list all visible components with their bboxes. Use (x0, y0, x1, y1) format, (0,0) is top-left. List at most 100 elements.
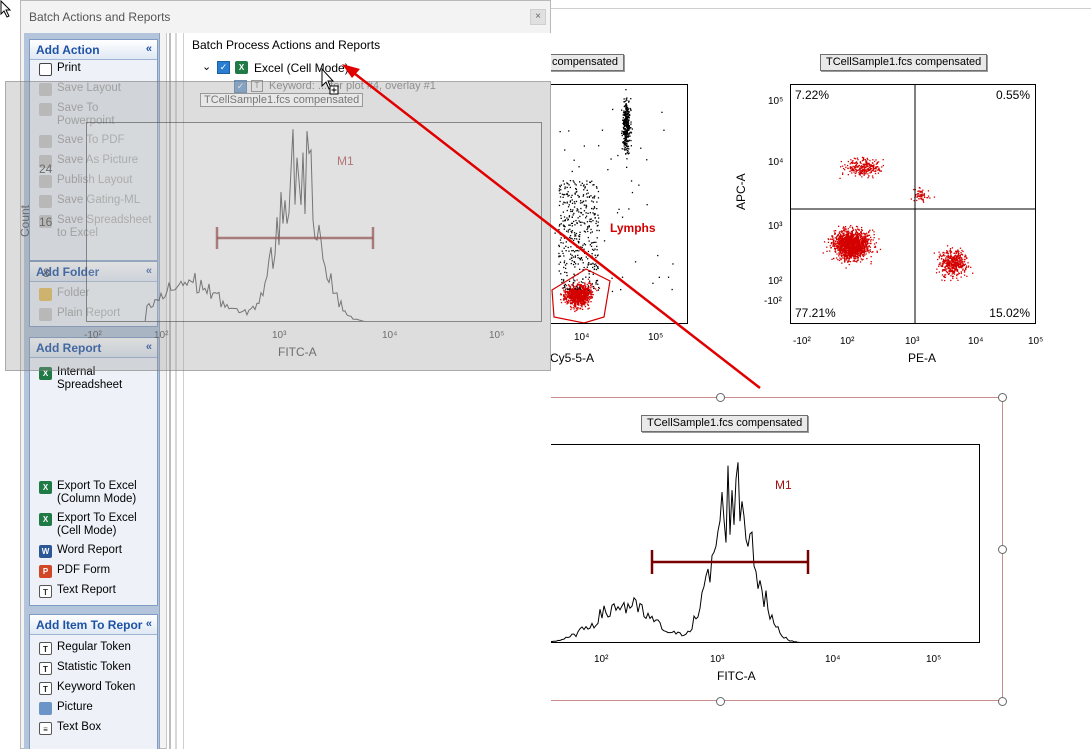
item-label: Print (57, 62, 81, 74)
collapse-chevron-icon[interactable]: « (145, 341, 152, 353)
export-excel-column-action[interactable]: X Export To Excel (Column Mode) (30, 478, 157, 510)
regular-token-action[interactable]: T Regular Token (30, 639, 157, 659)
checkbox-icon[interactable]: ✓ (217, 61, 230, 74)
plot-title-histogram[interactable]: TCellSample1.fcs compensated (641, 415, 809, 432)
save-as-picture-action[interactable]: Save As Picture (30, 152, 157, 172)
collapse-chevron-icon[interactable]: « (145, 265, 152, 277)
save-spreadsheet-action[interactable]: Save Spreadsheet to Excel (30, 212, 157, 244)
excel-icon (39, 215, 52, 228)
preview-x-tick: 10⁴ (382, 330, 398, 341)
item-label: Plain Report (57, 307, 121, 319)
workspace-divider (550, 8, 1091, 9)
quadrant-top-right-percent: 0.55% (995, 88, 1030, 102)
publish-layout-action[interactable]: Publish Layout (30, 172, 157, 192)
tree-border (183, 33, 184, 749)
quadrant-dot-plot-canvas (791, 85, 1035, 323)
item-label: Export To Excel (Cell Mode) (57, 512, 137, 537)
preview-y-tick: 16 (39, 215, 53, 229)
x-tick-label: 10³ (905, 336, 920, 347)
word-report-action[interactable]: W Word Report (30, 542, 157, 562)
x-axis-title: PE-A (908, 351, 937, 365)
x-tick-label: 10² (594, 654, 609, 665)
dialog-title: Batch Actions and Reports (29, 10, 171, 24)
text-box-action[interactable]: ≡ Text Box (30, 719, 157, 739)
item-label: Save Layout (57, 82, 121, 94)
resize-handle-bottom-right[interactable] (998, 697, 1007, 706)
add-folder-header[interactable]: Add Folder « (30, 262, 157, 282)
token-icon: T (39, 662, 52, 675)
preview-x-tick: 10⁵ (489, 330, 505, 341)
item-label: Export To Excel (Column Mode) (57, 480, 137, 505)
item-label: Keyword Token (57, 681, 136, 693)
x-axis-title: FITC-A (717, 669, 756, 683)
quadrant-bottom-left-percent: 77.21% (795, 306, 836, 320)
keyword-token-action[interactable]: T Keyword Token (30, 679, 157, 699)
lymphs-gate-label[interactable]: Lymphs (610, 221, 656, 235)
mouse-cursor-icon (321, 68, 339, 95)
item-label: Regular Token (57, 641, 131, 653)
preview-m1-label: M1 (337, 154, 354, 168)
tree-node-excel-cell-mode[interactable]: ⌄ ✓ X Excel (Cell Mode) (202, 60, 362, 77)
item-label: Statistic Token (57, 661, 131, 673)
arrow-cursor-icon (0, 0, 12, 18)
y-tick-label: 10³ (768, 221, 783, 232)
y-tick-label: 10² (768, 276, 783, 287)
add-item-header-label: Add Item To Repor (36, 618, 143, 632)
save-gating-ml-action[interactable]: Save Gating-ML (30, 192, 157, 212)
save-layout-action[interactable]: Save Layout (30, 80, 157, 100)
text-report-action[interactable]: T Text Report (30, 582, 157, 602)
collapse-chevron-icon[interactable]: « (145, 43, 152, 55)
resize-handle-right[interactable] (998, 545, 1007, 554)
folder-action[interactable]: Folder (30, 285, 157, 305)
x-tick-label: 10⁵ (648, 332, 664, 343)
lymphs-dot-plot[interactable]: Lymphs (548, 84, 688, 324)
quadrant-dot-plot[interactable]: 7.22% 0.55% 77.21% 15.02% (790, 84, 1036, 324)
plot-title-quadrant[interactable]: TCellSample1.fcs compensated (820, 54, 988, 71)
plain-report-action[interactable]: Plain Report (30, 305, 157, 325)
excel-icon: X (39, 481, 52, 494)
fitc-histogram[interactable]: M1 (548, 444, 980, 643)
y-tick-label: 10⁴ (768, 157, 784, 168)
collapse-chevron-icon[interactable]: « (145, 618, 152, 630)
preview-x-axis-title: FITC-A (278, 345, 317, 359)
print-action[interactable]: Print (30, 60, 157, 80)
item-label: Save Spreadsheet to Excel (57, 214, 152, 239)
plot-title-lymphs[interactable]: compensated (546, 54, 625, 71)
panel-splitter[interactable] (169, 33, 171, 749)
m1-gate-label[interactable]: M1 (775, 478, 792, 492)
add-item-header[interactable]: Add Item To Repor « (30, 615, 157, 635)
resize-handle-top-right[interactable] (998, 393, 1007, 402)
preview-y-tick: 24 (39, 162, 53, 176)
token-icon: T (39, 642, 52, 655)
x-tick-label: 10⁴ (968, 336, 984, 347)
save-to-powerpoint-action[interactable]: Save To Powerpoint (30, 100, 157, 132)
quadrant-top-left-percent: 7.22% (795, 88, 830, 102)
picture-icon (39, 155, 52, 168)
panel-heading: Batch Process Actions and Reports (192, 38, 381, 52)
add-folder-group: Add Folder « Folder Plain Report (29, 261, 158, 327)
add-report-header[interactable]: Add Report « (30, 338, 157, 358)
statistic-token-action[interactable]: T Statistic Token (30, 659, 157, 679)
internal-spreadsheet-action[interactable]: X Internal Spreadsheet (30, 364, 157, 396)
chevron-down-icon[interactable]: ⌄ (202, 61, 212, 73)
item-label: Word Report (57, 544, 122, 556)
export-excel-cell-action[interactable]: X Export To Excel (Cell Mode) (30, 510, 157, 542)
dialog-title-bar[interactable]: Batch Actions and Reports × (21, 1, 550, 33)
resize-handle-top[interactable] (716, 393, 725, 402)
checkbox-icon[interactable]: ✓ (234, 80, 247, 93)
resize-handle-bottom[interactable] (716, 697, 725, 706)
picture-action[interactable]: Picture (30, 699, 157, 719)
word-icon: W (39, 545, 52, 558)
excel-icon: X (235, 61, 248, 74)
save-to-pdf-action[interactable]: Save To PDF (30, 132, 157, 152)
pdf-form-action[interactable]: P PDF Form (30, 562, 157, 582)
layout-workspace[interactable]: compensated Lymphs 10⁴ 10⁵ Cy5-5-A TCell… (540, 0, 1091, 749)
pdf-icon: P (39, 565, 52, 578)
lymphs-dot-plot-canvas (551, 89, 674, 323)
close-icon[interactable]: × (530, 9, 546, 25)
item-label: Folder (57, 287, 90, 299)
add-action-header-label: Add Action (36, 43, 100, 57)
preview-histogram: M1 (86, 122, 542, 322)
add-action-header[interactable]: Add Action « (30, 40, 157, 60)
